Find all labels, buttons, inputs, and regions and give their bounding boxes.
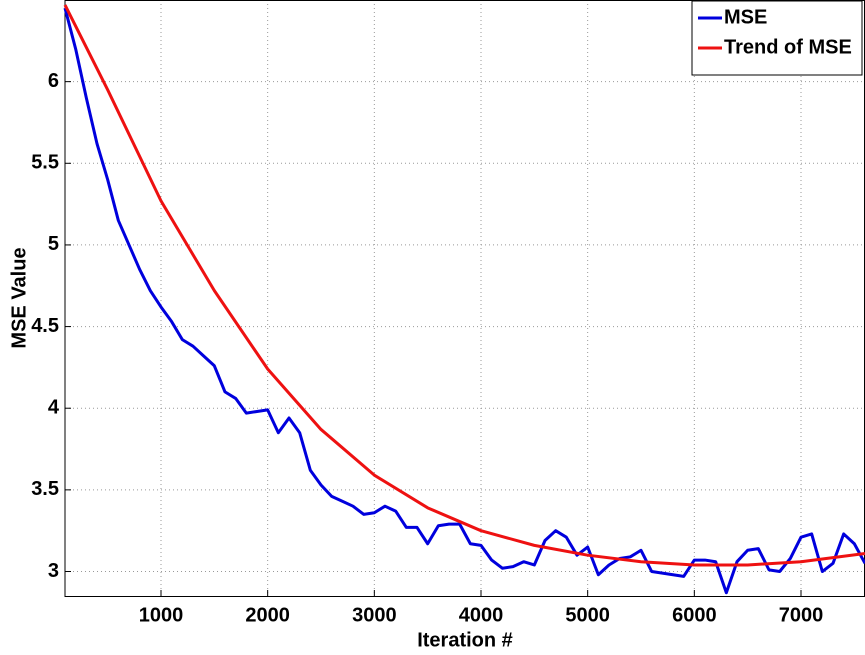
plot-area <box>65 0 865 596</box>
y-axis-label: MSE Value <box>8 247 30 348</box>
line <box>63 7 865 595</box>
x-tick-label: 4000 <box>459 604 504 626</box>
legend-label: MSE <box>724 6 767 28</box>
x-tick-label: 5000 <box>565 604 610 626</box>
x-tick-label: 3000 <box>352 604 397 626</box>
y-tick-label: 4.5 <box>31 315 59 337</box>
y-tick-label: 6 <box>48 70 59 92</box>
legend-label: Trend of MSE <box>724 36 852 58</box>
x-tick-label: 2000 <box>245 604 290 626</box>
x-tick-label: 6000 <box>672 604 717 626</box>
y-tick-label: 4 <box>48 397 60 419</box>
x-tick-label: 7000 <box>779 604 824 626</box>
y-tick-label: 3 <box>48 560 59 582</box>
x-tick-label: 1000 <box>139 604 184 626</box>
line <box>63 4 865 567</box>
y-tick-label: 5 <box>48 233 59 255</box>
x-axis-label: Iteration # <box>417 629 513 651</box>
legend <box>691 0 863 76</box>
y-tick-label: 3.5 <box>31 478 59 500</box>
y-tick-label: 5.5 <box>31 152 59 174</box>
